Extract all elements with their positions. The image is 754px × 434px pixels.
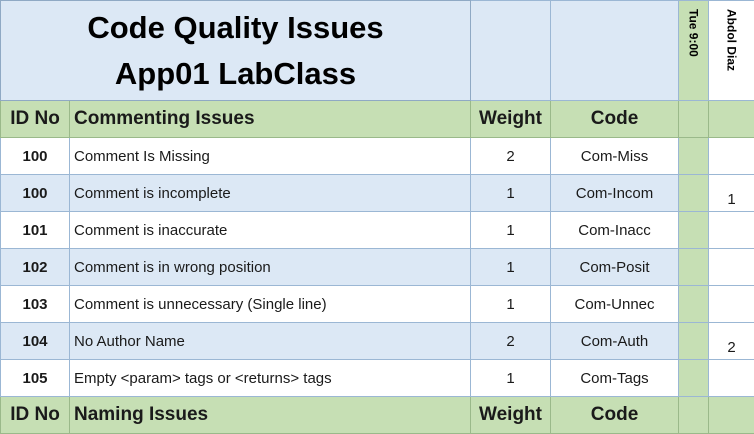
row-code[interactable]: Com-Tags xyxy=(551,360,679,397)
row-weight[interactable]: 1 xyxy=(471,360,551,397)
row-session-cell[interactable] xyxy=(679,323,709,360)
row-id[interactable]: 101 xyxy=(1,212,70,249)
student-cell[interactable]: Abdol Diaz xyxy=(709,1,754,101)
title-line-1: Code Quality Issues xyxy=(1,5,470,51)
header-issue[interactable]: Commenting Issues xyxy=(70,101,471,138)
table-row: 100 Comment Is Missing 2 Com-Miss xyxy=(1,138,754,175)
naming-header-row: ID No Naming Issues Weight Code xyxy=(1,397,754,434)
table-row: 101 Comment is inaccurate 1 Com-Inacc xyxy=(1,212,754,249)
header-code[interactable]: Code xyxy=(551,397,679,434)
header-issue[interactable]: Naming Issues xyxy=(70,397,471,434)
row-mark[interactable] xyxy=(709,212,754,249)
row-id[interactable]: 103 xyxy=(1,286,70,323)
commenting-header-row: ID No Commenting Issues Weight Code xyxy=(1,101,754,138)
row-code[interactable]: Com-Incom xyxy=(551,175,679,212)
row-mark[interactable] xyxy=(709,286,754,323)
row-mark[interactable]: 2 xyxy=(709,323,754,360)
header-weight[interactable]: Weight xyxy=(471,397,551,434)
row-issue[interactable]: Comment is in wrong position xyxy=(70,249,471,286)
row-mark[interactable] xyxy=(709,360,754,397)
row-id[interactable]: 100 xyxy=(1,175,70,212)
row-session-cell[interactable] xyxy=(679,138,709,175)
row-weight[interactable]: 1 xyxy=(471,249,551,286)
sheet-title[interactable]: Code Quality Issues App01 LabClass xyxy=(1,1,471,101)
table-row: 100 Comment is incomplete 1 Com-Incom 1 xyxy=(1,175,754,212)
row-issue[interactable]: Comment is inaccurate xyxy=(70,212,471,249)
row-id[interactable]: 102 xyxy=(1,249,70,286)
row-weight[interactable]: 2 xyxy=(471,323,551,360)
row-issue[interactable]: Comment is incomplete xyxy=(70,175,471,212)
row-weight[interactable]: 2 xyxy=(471,138,551,175)
table-row: 103 Comment is unnecessary (Single line)… xyxy=(1,286,754,323)
row-id[interactable]: 104 xyxy=(1,323,70,360)
row-mark[interactable]: 1 xyxy=(709,175,754,212)
title-line-2: App01 LabClass xyxy=(1,51,470,97)
row-issue[interactable]: Comment Is Missing xyxy=(70,138,471,175)
table-row: 102 Comment is in wrong position 1 Com-P… xyxy=(1,249,754,286)
row-weight[interactable]: 1 xyxy=(471,175,551,212)
row-mark[interactable] xyxy=(709,249,754,286)
header-session-cell[interactable] xyxy=(679,101,709,138)
header-weight[interactable]: Weight xyxy=(471,101,551,138)
row-id[interactable]: 100 xyxy=(1,138,70,175)
row-id[interactable]: 105 xyxy=(1,360,70,397)
row-session-cell[interactable] xyxy=(679,175,709,212)
header-id[interactable]: ID No xyxy=(1,101,70,138)
row-mark[interactable] xyxy=(709,138,754,175)
row-issue[interactable]: Empty <param> tags or <returns> tags xyxy=(70,360,471,397)
row-session-cell[interactable] xyxy=(679,212,709,249)
row-weight[interactable]: 1 xyxy=(471,212,551,249)
header-student-cell[interactable] xyxy=(709,101,754,138)
row-code[interactable]: Com-Auth xyxy=(551,323,679,360)
row-code[interactable]: Com-Unnec xyxy=(551,286,679,323)
row-code[interactable]: Com-Posit xyxy=(551,249,679,286)
row-weight[interactable]: 1 xyxy=(471,286,551,323)
row-code[interactable]: Com-Miss xyxy=(551,138,679,175)
title-code-cell[interactable] xyxy=(551,1,679,101)
header-student-cell[interactable] xyxy=(709,397,754,434)
session-label: Tue 9:00 xyxy=(687,1,701,57)
table-row: 104 No Author Name 2 Com-Auth 2 xyxy=(1,323,754,360)
session-cell[interactable]: Tue 9:00 xyxy=(679,1,709,101)
title-row: Code Quality Issues App01 LabClass Tue 9… xyxy=(1,1,754,101)
row-session-cell[interactable] xyxy=(679,360,709,397)
header-session-cell[interactable] xyxy=(679,397,709,434)
student-name: Abdol Diaz xyxy=(725,1,739,71)
header-id[interactable]: ID No xyxy=(1,397,70,434)
table-row: 105 Empty <param> tags or <returns> tags… xyxy=(1,360,754,397)
row-code[interactable]: Com-Inacc xyxy=(551,212,679,249)
title-weight-cell[interactable] xyxy=(471,1,551,101)
row-issue[interactable]: Comment is unnecessary (Single line) xyxy=(70,286,471,323)
row-session-cell[interactable] xyxy=(679,249,709,286)
row-issue[interactable]: No Author Name xyxy=(70,323,471,360)
header-code[interactable]: Code xyxy=(551,101,679,138)
row-session-cell[interactable] xyxy=(679,286,709,323)
